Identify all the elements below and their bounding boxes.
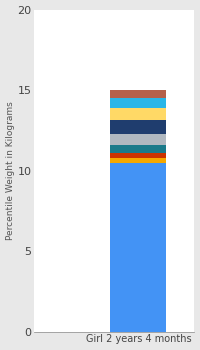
Bar [110,158,166,162]
Bar [110,108,166,120]
Bar [110,90,166,98]
Y-axis label: Percentile Weight in Kilograms: Percentile Weight in Kilograms [6,101,15,240]
Bar [110,120,166,134]
Bar [110,134,166,145]
Bar [110,145,166,153]
Bar [110,153,166,158]
Bar [110,162,166,332]
Bar [110,98,166,108]
